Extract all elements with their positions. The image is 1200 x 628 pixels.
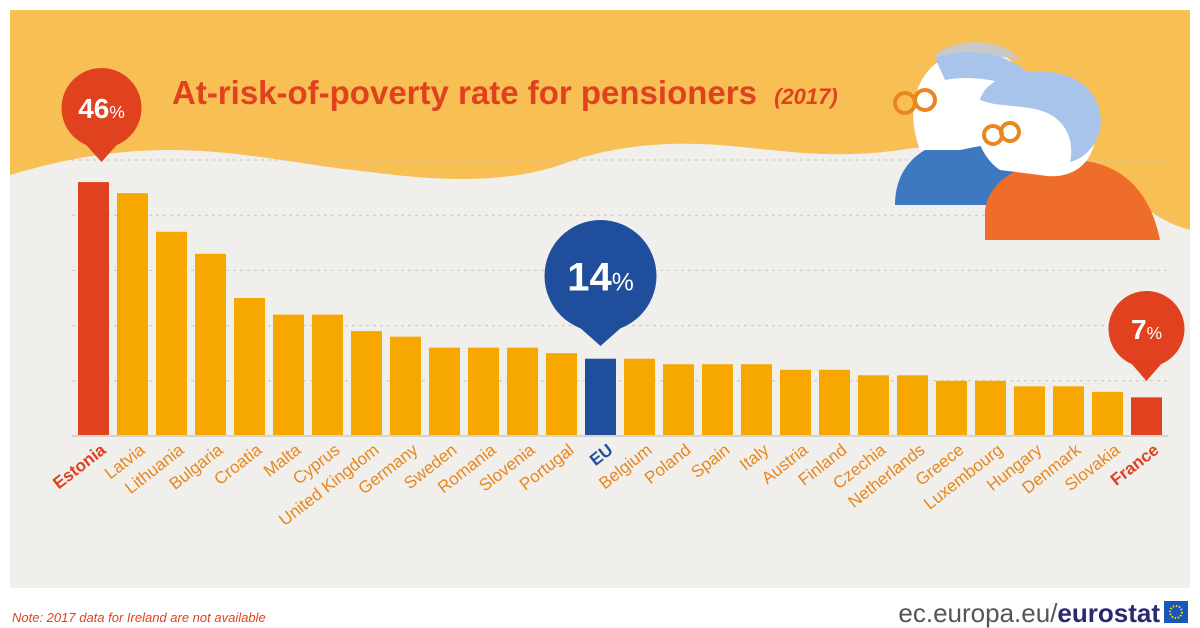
bar-eu — [585, 358, 616, 436]
eu-value-bubble: 14% — [544, 220, 657, 346]
bar-estonia — [78, 182, 109, 436]
bar-lithuania — [156, 231, 187, 436]
france-value-bubble: 7% — [1108, 291, 1185, 381]
france-value-bubble-unit: % — [1147, 323, 1162, 343]
bar-germany — [390, 336, 421, 436]
footnote: Note: 2017 data for Ireland are not avai… — [12, 610, 266, 625]
chart-title: At-risk-of-poverty rate for pensioners (… — [172, 74, 838, 111]
bar-netherlands — [897, 375, 928, 436]
bar-italy — [741, 364, 772, 436]
estonia-value-bubble: 46% — [61, 68, 142, 162]
pensioners-couple-icon — [893, 42, 1160, 240]
bars — [78, 182, 1162, 436]
france-value-bubble-value: 7 — [1131, 314, 1147, 345]
value-bubbles: 46%14%7% — [61, 68, 1185, 381]
bar-greece — [936, 380, 967, 436]
estonia-value-bubble-value: 46 — [78, 93, 109, 124]
bar-austria — [780, 369, 811, 436]
svg-text:46%: 46% — [78, 93, 125, 124]
bar-czechia — [858, 375, 889, 436]
bar-cyprus — [312, 314, 343, 436]
bar-slovenia — [507, 347, 538, 436]
bar-sweden — [429, 347, 460, 436]
source-prefix: ec.europa.eu/ — [898, 598, 1058, 628]
bar-bulgaria — [195, 253, 226, 436]
bar-france — [1131, 397, 1162, 436]
bar-poland — [663, 364, 694, 436]
bar-luxembourg — [975, 380, 1006, 436]
bar-latvia — [117, 193, 148, 436]
chart-title-year: (2017) — [774, 84, 838, 109]
chart-title-text: At-risk-of-poverty rate for pensioners — [172, 74, 757, 111]
svg-text:7%: 7% — [1131, 314, 1162, 345]
bar-united-kingdom — [351, 331, 382, 436]
bar-slovakia — [1092, 391, 1123, 436]
bar-croatia — [234, 298, 265, 436]
estonia-value-bubble-unit: % — [109, 102, 124, 122]
bar-portugal — [546, 353, 577, 436]
bar-hungary — [1014, 386, 1045, 436]
source-brand: eurostat — [1057, 598, 1160, 628]
bar-belgium — [624, 358, 655, 436]
eu-value-bubble-unit: % — [612, 269, 634, 296]
bar-finland — [819, 369, 850, 436]
svg-text:14%: 14% — [567, 255, 634, 299]
bar-romania — [468, 347, 499, 436]
bar-spain — [702, 364, 733, 436]
title-banner — [10, 10, 1190, 230]
bar-denmark — [1053, 386, 1084, 436]
eu-flag-icon — [1164, 601, 1188, 623]
bar-malta — [273, 314, 304, 436]
eu-value-bubble-value: 14 — [567, 255, 612, 299]
source-link[interactable]: ec.europa.eu/eurostat — [898, 598, 1160, 628]
